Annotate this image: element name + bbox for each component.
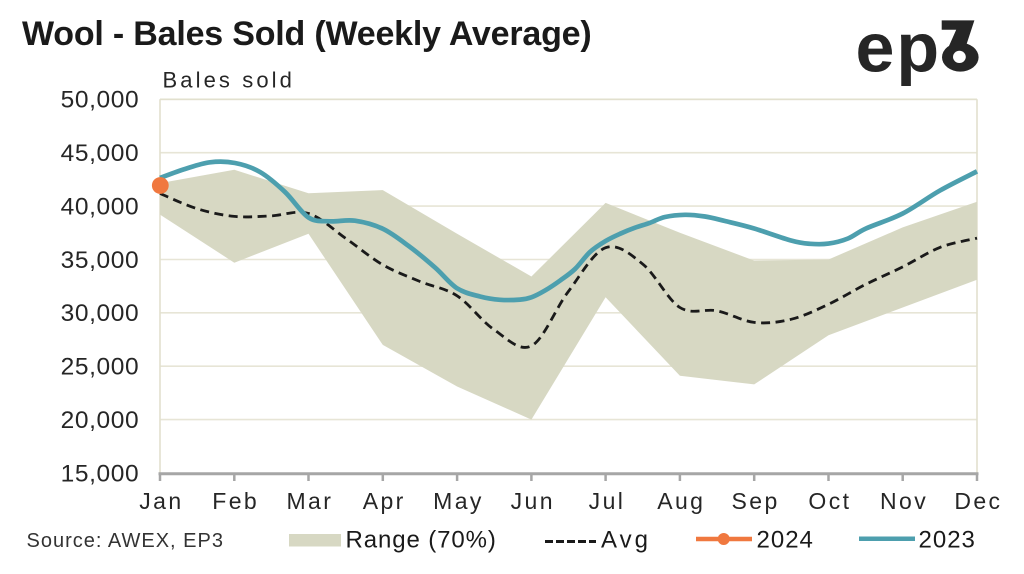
svg-text:Bales sold: Bales sold (163, 68, 296, 93)
svg-text:40,000: 40,000 (61, 194, 140, 221)
svg-text:Sep: Sep (732, 488, 780, 514)
svg-text:Range (70%): Range (70%) (346, 526, 497, 553)
svg-text:2024: 2024 (757, 526, 814, 553)
svg-text:20,000: 20,000 (61, 407, 140, 434)
svg-text:Apr: Apr (363, 488, 406, 514)
svg-text:45,000: 45,000 (61, 140, 140, 167)
svg-text:35,000: 35,000 (61, 247, 140, 274)
svg-text:Jul: Jul (589, 488, 626, 514)
svg-text:Dec: Dec (954, 488, 1002, 514)
svg-text:Oct: Oct (808, 488, 851, 514)
svg-text:Aug: Aug (657, 488, 705, 514)
svg-text:30,000: 30,000 (61, 300, 140, 327)
svg-text:Nov: Nov (880, 488, 928, 514)
svg-text:Wool - Bales Sold (Weekly Aver: Wool - Bales Sold (Weekly Average) (22, 15, 591, 53)
svg-text:2023: 2023 (919, 526, 976, 553)
svg-text:15,000: 15,000 (61, 460, 140, 487)
svg-text:May: May (433, 488, 484, 514)
svg-text:Jan: Jan (139, 488, 183, 514)
svg-text:50,000: 50,000 (61, 87, 140, 114)
svg-text:ep: ep (856, 9, 942, 87)
svg-text:25,000: 25,000 (61, 354, 140, 381)
svg-text:Mar: Mar (286, 488, 333, 514)
svg-text:Jun: Jun (511, 488, 555, 514)
svg-text:Source: AWEX, EP3: Source: AWEX, EP3 (27, 530, 224, 552)
svg-text:Avg: Avg (601, 526, 651, 553)
svg-text:Feb: Feb (212, 488, 259, 514)
